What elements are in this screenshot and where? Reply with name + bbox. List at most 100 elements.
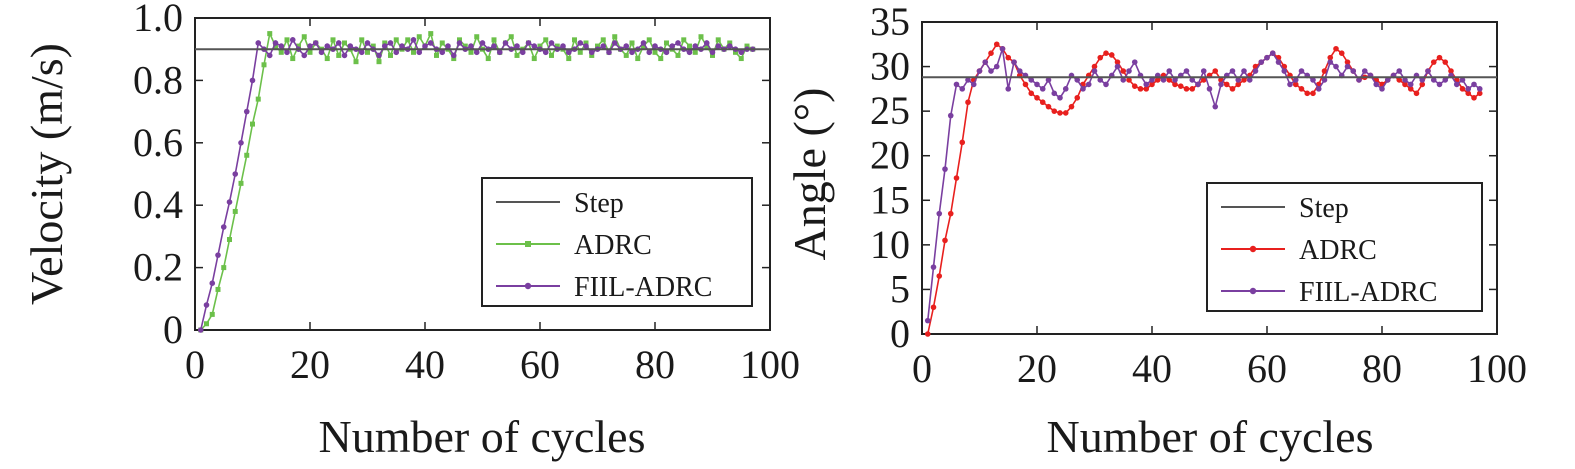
velocity-point	[669, 43, 676, 49]
velocity-point	[703, 40, 710, 46]
velocity-point	[583, 43, 589, 49]
angle-point	[1442, 77, 1449, 83]
velocity-point	[347, 43, 354, 49]
velocity-point	[353, 59, 359, 65]
angle-point	[1022, 81, 1029, 88]
velocity-y-tick-label: 0.8	[133, 57, 183, 102]
velocity-point	[468, 49, 474, 55]
angle-point	[1476, 86, 1483, 92]
angle-point	[1045, 103, 1052, 110]
angle-point	[1200, 68, 1207, 74]
angle-point	[947, 210, 954, 217]
velocity-point	[324, 43, 331, 49]
angle-point	[1218, 81, 1224, 88]
angle-x-tick-label: 0	[912, 346, 932, 391]
angle-legend-label: Step	[1299, 193, 1349, 224]
velocity-point	[611, 40, 618, 46]
velocity-point	[531, 56, 537, 62]
angle-point	[1344, 59, 1351, 65]
velocity-x-tick-label: 80	[635, 342, 675, 387]
angle-point	[1292, 77, 1299, 83]
velocity-point	[387, 40, 394, 46]
velocity-point	[307, 43, 313, 49]
velocity-point	[370, 43, 376, 49]
velocity-point	[365, 49, 370, 55]
angle-point	[1241, 77, 1247, 83]
velocity-point	[388, 52, 393, 58]
angle-y-tick-label: 5	[890, 266, 910, 311]
velocity-point	[572, 37, 577, 43]
angle-point	[1011, 59, 1017, 65]
velocity-point	[588, 49, 595, 56]
angle-point	[1154, 77, 1161, 83]
angle-legend-label: ADRC	[1299, 235, 1377, 266]
angle-point	[982, 59, 989, 65]
angle-legend-label: FIIL-ADRC	[1299, 277, 1437, 308]
angle-point	[947, 112, 954, 119]
velocity-point	[491, 43, 497, 49]
velocity-point	[341, 52, 348, 59]
velocity-point	[635, 56, 641, 62]
velocity-point	[393, 37, 399, 43]
velocity-point	[508, 34, 514, 40]
velocity-point	[376, 59, 382, 65]
angle-point	[1108, 52, 1115, 58]
velocity-point	[709, 49, 716, 56]
velocity-point	[531, 43, 538, 49]
angle-point	[1051, 90, 1058, 97]
angle-point	[1241, 68, 1247, 74]
angle-point	[1189, 86, 1196, 92]
angle-point	[1356, 77, 1362, 83]
angle-point	[1074, 77, 1081, 83]
velocity-point	[244, 152, 250, 158]
velocity-point	[301, 34, 307, 40]
velocity-point	[726, 43, 733, 49]
angle-series-fiil-adrc	[924, 45, 1483, 324]
angle-point	[1344, 63, 1351, 70]
angle-point	[1407, 86, 1414, 92]
angle-point	[1097, 77, 1104, 83]
angle-point	[1120, 77, 1127, 83]
velocity-point	[416, 49, 423, 56]
angle-point	[1430, 59, 1437, 65]
angle-point	[1149, 81, 1155, 88]
angle-point	[1034, 81, 1040, 88]
angle-y-tick-label: 30	[870, 44, 910, 89]
velocity-point	[410, 37, 417, 43]
velocity-point	[445, 43, 451, 49]
angle-point	[1120, 68, 1127, 74]
angle-point	[1384, 77, 1391, 83]
velocity-point	[664, 40, 669, 46]
velocity-point	[238, 180, 244, 186]
angle-point	[1338, 50, 1345, 56]
velocity-point	[250, 121, 255, 127]
velocity-point	[715, 37, 721, 43]
velocity-point	[284, 37, 290, 43]
angle-point	[1419, 77, 1426, 83]
velocity-point	[434, 52, 439, 58]
angle-point	[1143, 86, 1150, 92]
angle-x-tick-label: 80	[1362, 346, 1402, 391]
angle-point	[1373, 81, 1380, 88]
velocity-point	[376, 52, 382, 59]
velocity-point	[439, 49, 446, 56]
velocity-x-axis-title: Number of cycles	[319, 411, 646, 462]
angle-point	[1459, 86, 1466, 92]
angle-point	[1091, 68, 1098, 74]
velocity-point	[296, 43, 301, 49]
angle-point	[1315, 86, 1322, 92]
velocity-point	[554, 43, 560, 49]
angle-point	[1177, 83, 1184, 89]
velocity-point	[468, 43, 474, 49]
angle-x-tick-label: 20	[1017, 346, 1057, 391]
velocity-point	[549, 52, 554, 58]
velocity-point	[318, 49, 325, 56]
velocity-point	[411, 49, 416, 55]
angle-plot-frame	[921, 21, 1498, 335]
angle-point	[1402, 77, 1408, 83]
angle-point	[1223, 81, 1230, 88]
velocity-point	[485, 56, 491, 62]
angle-point	[1252, 68, 1259, 74]
angle-point	[936, 273, 943, 279]
